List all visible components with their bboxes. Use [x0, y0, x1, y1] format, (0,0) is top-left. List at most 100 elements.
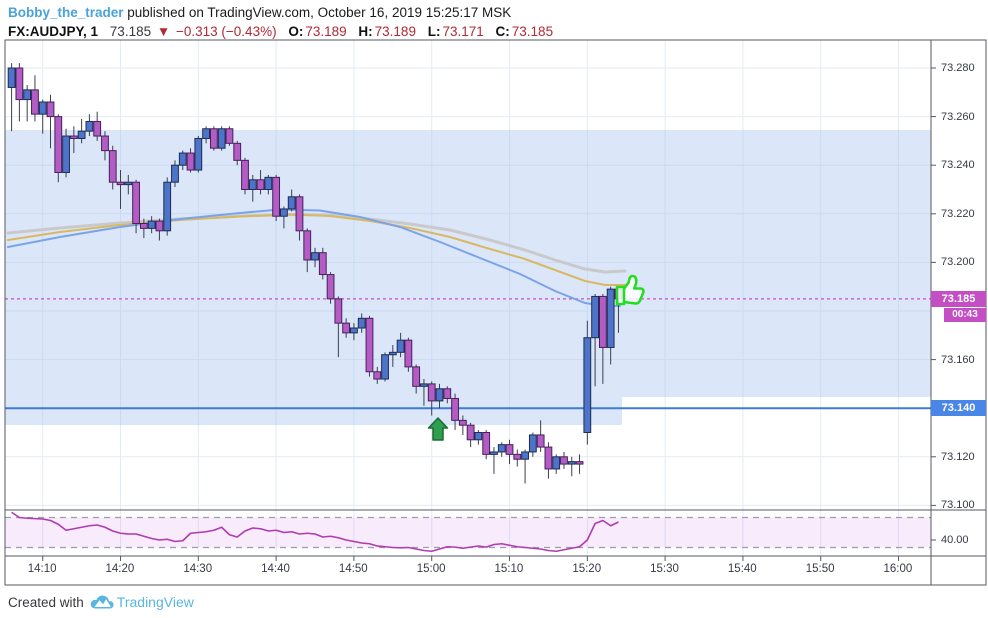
- candle-down: [451, 397, 459, 421]
- last-price-text: 73.185: [109, 24, 152, 39]
- candle-down: [458, 419, 467, 426]
- candle-up: [7, 67, 16, 88]
- candle-up: [311, 252, 319, 261]
- close-value: 73.185: [511, 24, 554, 39]
- time-tick-label: 14:20: [105, 563, 135, 575]
- candle-up: [163, 181, 172, 232]
- candle-down: [241, 159, 249, 190]
- footer-text: Created with: [8, 594, 84, 610]
- candle-up: [396, 339, 405, 353]
- candle-up: [552, 456, 561, 470]
- candle-down: [544, 446, 553, 470]
- candle-down: [116, 181, 125, 186]
- candle-up: [357, 317, 366, 329]
- time-tick-label: 15:10: [494, 563, 524, 575]
- candle-up: [287, 196, 296, 210]
- chart-frame: [4, 39, 987, 586]
- time-tick-label: 15:20: [572, 563, 602, 575]
- candle-down: [15, 67, 24, 101]
- direction-down-icon: ▼: [156, 24, 171, 39]
- candle-up: [217, 128, 226, 149]
- candle-up: [591, 295, 600, 339]
- last-price-badge: 73.185: [931, 291, 986, 307]
- price-tick-label: 73.200: [941, 256, 975, 269]
- candle-down: [334, 298, 343, 324]
- candle-down: [326, 274, 335, 300]
- close-label: C:: [495, 24, 510, 39]
- candle-up: [171, 164, 179, 183]
- candle-up: [85, 120, 94, 132]
- candle-down: [427, 383, 436, 402]
- candle-down: [186, 152, 195, 171]
- candle-down: [209, 128, 218, 149]
- price-tick-label: 73.160: [941, 353, 975, 366]
- price-tick-label: 73.220: [941, 207, 975, 220]
- candle-down: [108, 150, 117, 183]
- candle-up: [521, 451, 529, 460]
- candle-up: [606, 288, 615, 348]
- countdown-badge: 00:43: [944, 308, 986, 322]
- candle-down: [101, 135, 109, 152]
- candle-up: [147, 220, 156, 229]
- candle-down: [256, 179, 265, 190]
- price-tick-label: 73.240: [941, 159, 975, 172]
- thumbs-up-icon[interactable]: [615, 274, 645, 306]
- candle-up: [350, 327, 358, 334]
- time-tick-label: 15:40: [727, 563, 757, 575]
- candle-down: [132, 181, 140, 225]
- candle-down: [46, 101, 55, 118]
- candle-down: [303, 230, 312, 261]
- candle-down: [536, 434, 545, 448]
- candle-down: [598, 295, 607, 348]
- candle-up: [381, 354, 389, 380]
- candle-up: [77, 130, 86, 139]
- publish-info: published on TradingView.com, October 16…: [123, 5, 512, 20]
- candle-down: [482, 432, 491, 455]
- candle-down: [466, 424, 475, 441]
- candle-up: [497, 444, 506, 453]
- candle-up: [474, 432, 483, 441]
- high-value: 73.189: [374, 24, 416, 39]
- price-tick-label: 73.100: [941, 499, 975, 512]
- time-tick-label: 14:10: [27, 563, 57, 575]
- tradingview-brand-link[interactable]: TradingView: [116, 594, 194, 610]
- price-tick-label: 73.280: [941, 62, 975, 74]
- symbol-line: FX:AUDJPY, 1 73.185 ▼ −0.313 (−0.43%) O:…: [8, 23, 555, 40]
- tradingview-logo-icon: [90, 595, 114, 609]
- time-tick-label: 16:00: [883, 563, 913, 575]
- time-tick-label: 15:30: [650, 563, 679, 575]
- candle-up: [388, 351, 397, 356]
- candle-up: [38, 101, 47, 115]
- indicator-line: [11, 511, 619, 553]
- candle-up: [62, 135, 70, 173]
- candle-down: [272, 176, 281, 217]
- indicator-band: [5, 517, 931, 548]
- level-price-badge: 73.140: [931, 400, 986, 416]
- candle-down: [443, 388, 452, 399]
- candle-up: [420, 383, 428, 387]
- candle-down: [225, 128, 234, 144]
- open-label: O:: [288, 24, 304, 39]
- highlight-box: [5, 130, 931, 397]
- candle-down: [69, 135, 78, 139]
- price-tick-label: 73.120: [941, 450, 975, 463]
- time-tick-label: 14:40: [261, 563, 290, 575]
- author-link[interactable]: Bobby_the_trader: [8, 5, 124, 20]
- candle-down: [295, 196, 304, 232]
- arrow-up-marker[interactable]: [427, 417, 449, 441]
- candle-down: [373, 371, 382, 380]
- candle-down: [31, 89, 39, 115]
- price-change: −0.313 (−0.43%): [176, 24, 277, 39]
- candle-down: [560, 456, 568, 465]
- time-tick-label: 15:00: [416, 563, 446, 575]
- high-label: H:: [358, 24, 373, 39]
- symbol-interval: FX:AUDJPY, 1: [8, 24, 99, 39]
- indicator-tick-label: 40.00: [941, 534, 969, 546]
- candle-down: [575, 461, 584, 465]
- time-tick-label: 14:50: [338, 563, 368, 575]
- header: Bobby_the_trader published on TradingVie…: [8, 4, 555, 40]
- low-value: 73.171: [442, 24, 484, 39]
- candle-up: [248, 179, 257, 190]
